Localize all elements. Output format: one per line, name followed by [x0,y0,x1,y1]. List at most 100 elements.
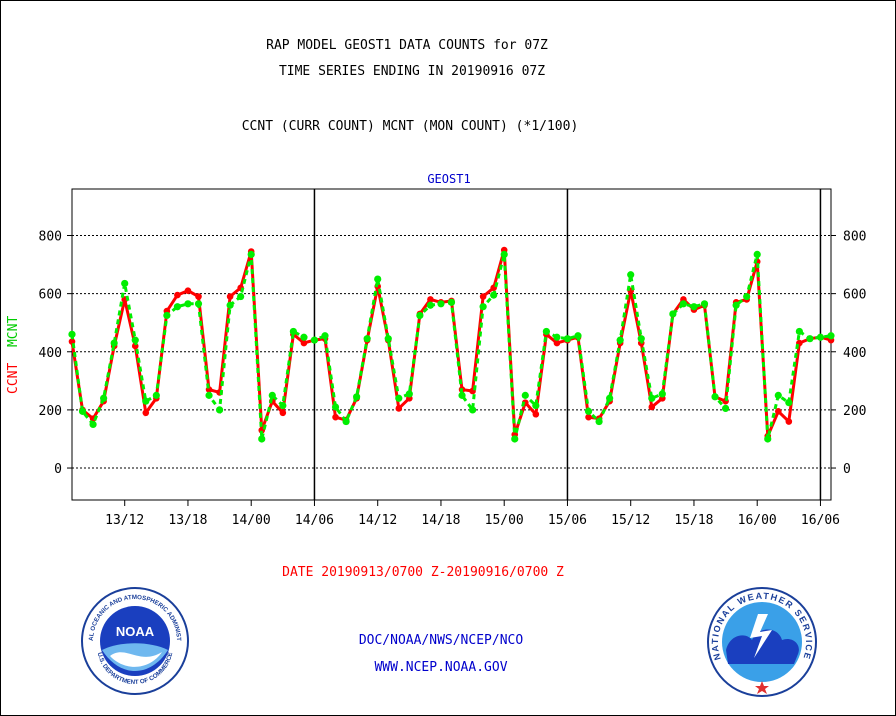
nws-logo: NATIONAL WEATHER SERVICE [707,587,817,697]
data-point-mcnt [78,407,87,415]
data-point-ccnt [174,291,181,299]
chart-title-line-3: CCNT (CURR COUNT) MCNT (MON COUNT) (*1/1… [241,119,579,134]
x-tick-label: 14/18 [421,513,460,528]
y-tick-label-right: 600 [843,288,866,303]
org-text: DOC/NOAA/NWS/NCEP/NCO [358,633,524,648]
data-point-mcnt [447,298,456,306]
data-point-ccnt [427,296,434,303]
data-point-mcnt [679,300,688,308]
data-point-mcnt [279,401,287,410]
data-point-mcnt [363,335,371,343]
data-point-mcnt [521,391,529,399]
data-point-mcnt [616,336,624,344]
y-tick-label-left: 0 [54,462,62,477]
x-tick-label: 15/00 [485,513,524,528]
data-point-mcnt [247,250,255,258]
data-point-mcnt [458,391,466,399]
star-icon [755,681,769,694]
data-point-mcnt [142,397,150,405]
data-point-ccnt [648,403,656,411]
data-point-mcnt [553,333,561,341]
data-point-mcnt [700,300,709,308]
y-tick-label-left: 600 [39,288,62,303]
data-point-mcnt [152,391,160,399]
data-point-ccnt [585,413,592,421]
data-point-ccnt [553,339,561,347]
url-link[interactable]: WWW.NCEP.NOAA.GOV [374,660,508,675]
data-point-mcnt [648,394,656,402]
data-point-mcnt [110,339,118,347]
data-point-ccnt [785,418,793,425]
data-point-mcnt [68,330,76,338]
data-point-mcnt [753,250,761,258]
data-point-mcnt [774,391,782,399]
data-point-mcnt [131,336,139,344]
x-tick-label: 13/18 [168,513,207,528]
data-point-mcnt [690,303,698,311]
data-point-mcnt [300,333,308,341]
data-point-mcnt [342,417,350,426]
data-point-mcnt [226,301,234,309]
data-point-mcnt [795,327,803,336]
data-point-mcnt [89,420,97,429]
data-point-mcnt [627,271,635,279]
data-point-mcnt [353,393,361,401]
data-point-mcnt [384,335,392,343]
data-point-mcnt [595,417,603,426]
data-point-mcnt [532,401,540,410]
date-range: DATE 20190913/0700 Z-20190916/0700 Z [282,565,564,580]
data-point-ccnt [195,293,202,300]
data-point-mcnt [310,336,319,344]
data-point-mcnt [100,394,108,402]
data-point-mcnt [395,394,403,402]
x-tick-label: 13/12 [105,513,144,528]
data-point-mcnt [764,435,772,443]
x-tick-label: 15/18 [674,513,713,528]
series-line-mcnt [70,254,832,440]
data-point-mcnt [416,311,424,320]
x-tick-label: 14/12 [358,513,397,528]
x-tick-label: 14/06 [295,513,334,528]
data-point-ccnt [774,408,782,415]
noaa-logo: NOAA NATIONAL OCEANIC AND ATMOSPHERIC AD… [80,586,189,695]
data-point-mcnt [785,399,793,407]
data-point-mcnt [194,300,203,308]
data-point-mcnt [711,393,719,401]
data-point-ccnt [479,293,487,300]
data-point-mcnt [574,332,582,340]
data-point-mcnt [542,327,550,336]
data-point-mcnt [479,303,487,311]
y-tick-label-right: 400 [843,346,866,361]
noaa-logo-text: NOAA [116,624,155,639]
y-tick-label-right: 800 [843,230,866,245]
data-point-mcnt [827,332,835,340]
data-point-mcnt [121,279,129,288]
y-tick-label-left: 800 [39,230,62,245]
data-point-mcnt [500,250,508,258]
data-point-ccnt [300,339,308,347]
data-point-mcnt [743,292,751,301]
x-tick-label: 16/00 [738,513,777,528]
plot-title: GEOST1 [427,172,471,186]
data-point-mcnt [426,301,435,309]
data-point-ccnt [532,410,540,418]
y-tick-label-left: 400 [39,346,62,361]
data-point-mcnt [173,303,182,311]
data-point-ccnt [142,409,150,417]
data-point-mcnt [405,390,413,398]
data-point-mcnt [490,291,498,299]
chart-title-line-1: RAP MODEL GEOST1 DATA COUNTS for 07Z [266,38,548,53]
data-point-mcnt [563,335,572,343]
y-tick-label-left: 200 [39,404,62,419]
data-point-mcnt [205,391,213,399]
data-point-mcnt [606,394,614,402]
data-point-mcnt [468,406,477,414]
x-tick-label: 15/06 [548,513,587,528]
data-point-mcnt [268,391,276,399]
data-point-mcnt [816,333,825,341]
data-point-mcnt [584,407,593,415]
series-line-ccnt [70,249,832,437]
data-point-mcnt [721,404,730,413]
data-point-mcnt [289,327,297,336]
